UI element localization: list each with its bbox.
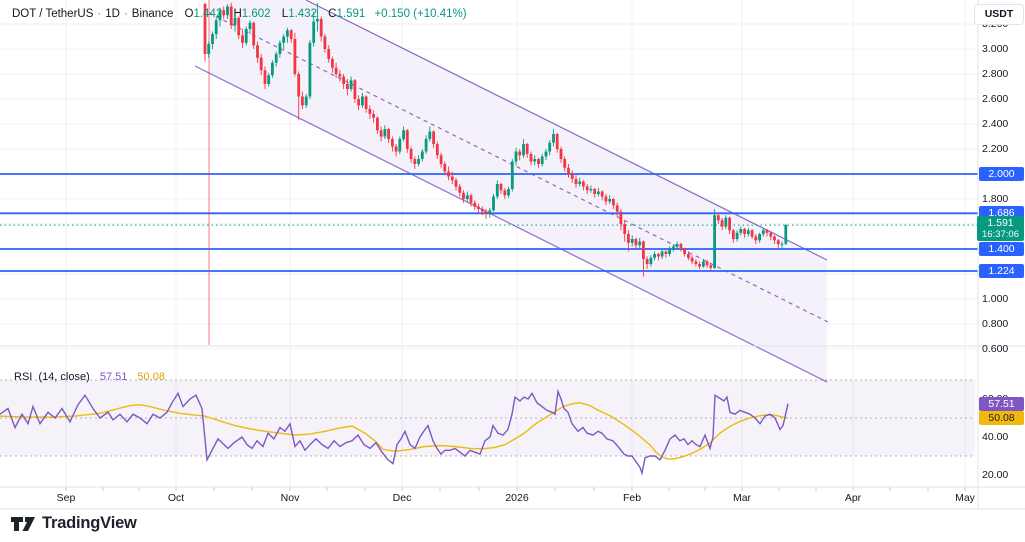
open-value: 1.442 [193, 8, 223, 20]
low-value: 1.432 [288, 8, 317, 20]
time-axis-label: Nov [280, 492, 300, 504]
high-label: H [233, 8, 242, 20]
time-axis-label: Dec [392, 492, 412, 504]
rsi-value-badge: 50.08 [979, 410, 1024, 425]
price-axis-label: 2.200 [982, 143, 1009, 155]
time-axis-ticks [65, 487, 966, 491]
separator: · [97, 8, 102, 20]
gridlines [0, 0, 978, 487]
channel-fill [209, 0, 827, 382]
change-value: +0.150 (+10.41%) [374, 8, 467, 20]
open-label: O [184, 8, 194, 20]
rsi-band [0, 380, 975, 456]
price-axis-label: 2.600 [982, 93, 1009, 105]
tradingview-logo-text: TradingView [42, 514, 137, 532]
pane-borders [0, 0, 1025, 510]
currency-toggle-button[interactable]: USDT [974, 4, 1024, 25]
rsi-indicator-title[interactable]: RSI (14, close) 57.51 50.08 [14, 371, 165, 383]
exchange[interactable]: Binance [131, 8, 174, 20]
candlestick-series [203, 2, 788, 277]
price-axis-label: 0.600 [982, 343, 1009, 355]
rsi-axis-label: 40.00 [982, 431, 1009, 443]
price-level-badge: 1.400 [979, 242, 1024, 256]
price-axis-label: 2.400 [982, 118, 1009, 130]
last-price-badge: 1.591 16:37:06 [977, 216, 1024, 241]
rsi-params: (14, close) [38, 371, 90, 383]
time-axis-label: Mar [732, 492, 752, 504]
time-axis-label: May [955, 492, 975, 504]
time-axis-label: 2026 [505, 492, 529, 504]
close-label: C [328, 8, 337, 20]
price-axis-label: 0.800 [982, 318, 1009, 330]
bar-countdown: 16:37:06 [982, 229, 1019, 240]
rsi-name: RSI [14, 371, 33, 383]
rsi-axis-label: 20.00 [982, 469, 1009, 481]
tradingview-logo[interactable]: TradingView [10, 514, 137, 533]
price-axis-label: 1.800 [982, 193, 1009, 205]
price-axis-label: 3.000 [982, 43, 1009, 55]
last-price-value: 1.591 [987, 217, 1014, 229]
time-axis-label: Sep [56, 492, 76, 504]
price-level-badge: 1.224 [979, 264, 1024, 278]
symbol-name[interactable]: DOT / TetherUS [12, 8, 94, 20]
tradingview-logo-icon [11, 517, 35, 531]
rsi-ma-value: 50.08 [137, 371, 165, 383]
time-axis-label: Apr [844, 492, 862, 504]
symbol-header: DOT / TetherUS · 1D · Binance O1.442 H1.602 … [12, 8, 467, 20]
rsi-value-badge: 57.51 [979, 396, 1024, 411]
rsi-line [0, 388, 789, 476]
close-value: 1.591 [336, 8, 366, 20]
time-axis-label: Oct [167, 492, 185, 504]
price-axis-label: 1.000 [982, 293, 1009, 305]
high-value: 1.602 [241, 8, 271, 20]
time-axis-label: Feb [622, 492, 642, 504]
separator: · [123, 8, 128, 20]
price-level-badge: 2.000 [979, 167, 1024, 181]
interval[interactable]: 1D [105, 8, 120, 20]
low-label: L [281, 8, 289, 20]
price-axis-label: 2.800 [982, 68, 1009, 80]
rsi-value: 57.51 [99, 371, 128, 383]
rsi-ma-line [0, 402, 789, 460]
